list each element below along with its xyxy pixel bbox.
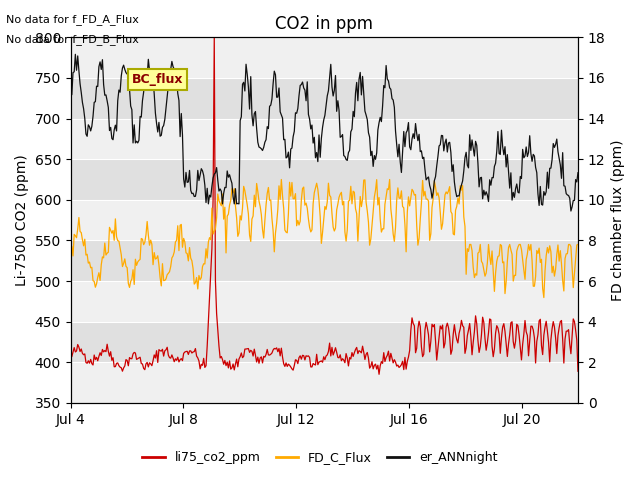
Bar [70,200,578,240]
Bar [70,78,578,119]
Y-axis label: FD chamber flux (ppm): FD chamber flux (ppm) [611,139,625,301]
Text: No data for f_FD_B_Flux: No data for f_FD_B_Flux [6,34,140,45]
Text: BC_flux: BC_flux [132,73,183,86]
Bar [70,362,578,403]
Bar [70,37,578,78]
Bar [70,322,578,362]
Bar [70,159,578,200]
Y-axis label: Li-7500 CO2 (ppm): Li-7500 CO2 (ppm) [15,154,29,286]
Bar [70,119,578,159]
Legend: li75_co2_ppm, FD_C_Flux, er_ANNnight: li75_co2_ppm, FD_C_Flux, er_ANNnight [137,446,503,469]
Bar [70,240,578,281]
Text: No data for f_FD_A_Flux: No data for f_FD_A_Flux [6,14,140,25]
Title: CO2 in ppm: CO2 in ppm [275,15,373,33]
Bar [70,281,578,322]
